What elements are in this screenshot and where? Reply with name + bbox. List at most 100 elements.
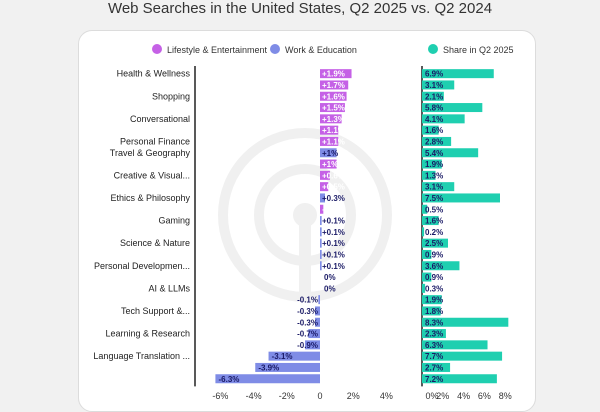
left-axis-tick-label: -2%	[279, 391, 295, 400]
share-bar	[422, 103, 483, 113]
left-axis-tick-label: -6%	[212, 391, 228, 400]
change-bar	[268, 351, 320, 361]
share-bar	[422, 91, 444, 101]
chart-title: Web Searches in the United States, Q2 20…	[107, 0, 493, 17]
share-bar	[422, 182, 455, 192]
category-label: Gaming	[158, 216, 190, 226]
share-bar-label: 5.8%	[425, 104, 443, 113]
category-label: AI & LLMs	[148, 283, 190, 293]
legend-work-label: Work & Education	[285, 45, 357, 55]
change-bar	[320, 69, 352, 79]
change-bar-label: +0.1%	[322, 217, 345, 226]
category-label: Travel & Geography	[110, 148, 191, 158]
category-label: Personal Developmen...	[94, 261, 190, 271]
share-bar	[422, 159, 442, 169]
share-bar	[422, 261, 460, 271]
share-bar-label: 1.6%	[425, 217, 443, 226]
change-bar-label: +0.5%	[322, 183, 345, 192]
category-label: Tech Support &...	[121, 306, 190, 316]
legend-lifestyle-label: Lifestyle & Entertainment	[167, 45, 268, 55]
change-bar-label: +0.1%	[322, 262, 345, 271]
share-bar	[422, 125, 439, 135]
change-bar	[320, 238, 322, 248]
change-bar-label: +1.6%	[322, 92, 345, 101]
share-bar-label: 3.1%	[425, 81, 443, 90]
change-bar-label: 0%	[324, 273, 336, 282]
share-bar-label: 3.1%	[425, 183, 443, 192]
change-bar-label: +1.9%	[322, 70, 345, 79]
change-bar-label: +0.2%	[322, 205, 345, 214]
share-bar-label: 1.8%	[425, 307, 443, 316]
share-bar	[422, 351, 503, 361]
change-bar	[320, 261, 322, 271]
share-bar-label: 2.7%	[425, 363, 443, 372]
share-bar	[422, 170, 436, 180]
share-bar	[422, 340, 488, 350]
change-bar-label: -0.1%	[297, 296, 318, 305]
watermark-stem	[299, 222, 311, 292]
change-bar	[320, 125, 339, 135]
change-bar	[320, 80, 349, 90]
category-label: Creative & Visual...	[114, 170, 190, 180]
change-bar-label: 0%	[324, 284, 336, 293]
share-bar-label: 7.2%	[425, 375, 443, 384]
right-axis-tick-label: 0%	[425, 391, 438, 400]
category-label: Personal Finance	[120, 136, 190, 146]
category-label: Learning & Research	[105, 329, 190, 339]
share-bar	[422, 227, 425, 237]
legend-work-swatch	[270, 44, 280, 54]
right-axis-tick-label: 8%	[499, 391, 512, 400]
change-bar	[215, 374, 320, 384]
left-axis-tick-label: 0	[317, 391, 322, 400]
change-bar	[320, 216, 322, 226]
change-bar	[318, 295, 320, 305]
share-bar-label: 0.3%	[425, 284, 443, 293]
share-bar	[422, 69, 494, 79]
change-bar	[320, 103, 345, 113]
share-bar-label: 7.5%	[425, 194, 443, 203]
share-bar-label: 0.9%	[425, 250, 443, 259]
share-bar-label: 2.5%	[425, 239, 443, 248]
right-axis-tick-label: 4%	[457, 391, 470, 400]
share-bar-label: 1.6%	[425, 126, 443, 135]
share-bar	[422, 272, 432, 282]
right-axis-tick-label: 2%	[436, 391, 449, 400]
share-bar-label: 2.8%	[425, 137, 443, 146]
share-bar	[422, 204, 428, 214]
legend-work: Work & Education	[270, 44, 357, 56]
share-bar-label: 1.9%	[425, 296, 443, 305]
change-bar-label: +1%	[322, 160, 338, 169]
share-bar-label: 6.3%	[425, 341, 443, 350]
change-bar	[320, 182, 329, 192]
share-bar-label: 0.2%	[425, 228, 443, 237]
share-bar	[422, 306, 441, 316]
change-bar-label: -6.3%	[219, 375, 240, 384]
share-bar	[422, 80, 455, 90]
share-bar	[422, 317, 509, 327]
left-axis-tick-label: 2%	[347, 391, 360, 400]
share-bar-label: 2.1%	[425, 92, 443, 101]
share-bar	[422, 193, 500, 203]
change-bar	[320, 136, 339, 146]
legend-lifestyle-swatch	[152, 44, 162, 54]
change-bar	[305, 340, 320, 350]
legend-share-swatch	[428, 44, 438, 54]
change-bar	[255, 362, 320, 372]
share-bar-label: 7.7%	[425, 352, 443, 361]
category-label: Health & Wellness	[117, 69, 191, 79]
share-bar-label: 8.3%	[425, 318, 443, 327]
change-bar-label: +1.7%	[322, 81, 345, 90]
share-bar	[422, 136, 452, 146]
change-bar	[315, 306, 320, 316]
change-bar-label: -3.1%	[272, 352, 293, 361]
change-bar	[320, 114, 342, 124]
change-bar	[308, 329, 320, 339]
share-bar	[422, 283, 426, 293]
share-bar	[422, 329, 446, 339]
change-bar	[320, 204, 324, 214]
change-bar-label: +0.1%	[322, 228, 345, 237]
share-bar-label: 6.9%	[425, 70, 443, 79]
change-bar	[320, 193, 325, 203]
category-label: Conversational	[130, 114, 190, 124]
share-bar	[422, 238, 448, 248]
